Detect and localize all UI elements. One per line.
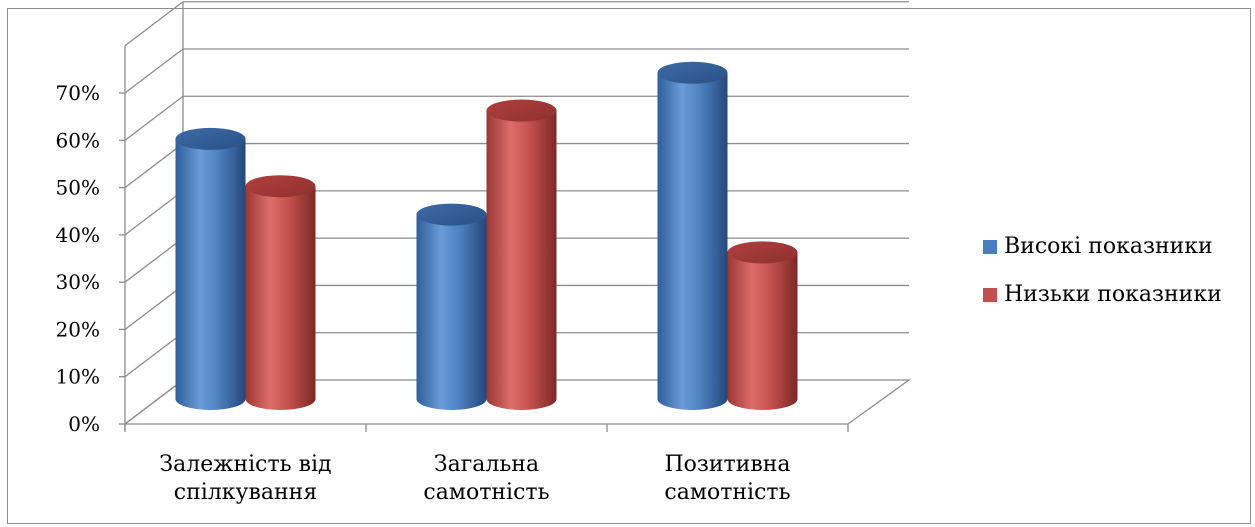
bar-body <box>416 214 487 410</box>
legend: Високі показники Низьки показники <box>983 234 1222 307</box>
labels: 0% 10% 20% 30% 40% 50% 60% 70% Залежність від спі… <box>56 81 791 505</box>
legend-swatch <box>983 288 997 302</box>
bar-body <box>175 138 246 410</box>
y-tick-label: 10% <box>56 365 100 389</box>
x-category-label-line: самотність <box>423 480 549 505</box>
bar-top <box>486 99 557 122</box>
y-tick-label: 70% <box>56 81 100 105</box>
bar-body <box>727 252 798 410</box>
gridline-side <box>124 1 184 47</box>
gridline-side <box>124 284 184 330</box>
x-category-label-line: Загальна <box>434 452 539 477</box>
y-tick-label: 50% <box>56 176 100 200</box>
y-tick-label: 30% <box>56 270 100 294</box>
x-category-label-line: Позитивна <box>664 452 790 477</box>
bar-low <box>245 175 316 410</box>
y-tick-label: 0% <box>68 412 100 436</box>
bar-body <box>245 186 316 410</box>
x-category-label-line: самотність <box>664 480 790 505</box>
bar-low <box>486 99 557 411</box>
x-category-label: Загальна самотність <box>423 452 549 505</box>
gridline-side <box>124 95 184 141</box>
y-tick-label: 60% <box>56 128 100 152</box>
bar-high <box>175 127 246 410</box>
gridline-side <box>124 190 184 236</box>
bar-high <box>416 203 487 410</box>
bar-top <box>245 175 316 198</box>
gridline-side <box>124 332 184 378</box>
bar-body <box>486 110 557 411</box>
bar-high <box>657 61 728 410</box>
gridline-side <box>124 143 184 189</box>
y-tick-label: 40% <box>56 223 100 247</box>
x-category-label-line: Залежність від <box>159 452 331 477</box>
bar-top <box>727 241 798 264</box>
x-category-label: Позитивна самотність <box>664 452 790 505</box>
gridline-side <box>124 237 184 283</box>
x-category-label-line: спілкування <box>174 480 317 505</box>
bar-top <box>175 127 246 150</box>
bar-low <box>727 241 798 410</box>
bars <box>175 61 798 411</box>
bar-top <box>416 203 487 226</box>
x-category-label: Залежність від спілкування <box>159 452 331 505</box>
bar-body <box>657 72 728 410</box>
legend-label: Високі показники <box>1004 234 1213 259</box>
gridline-side <box>124 48 184 94</box>
legend-label: Низьки показники <box>1004 282 1222 307</box>
bar-top <box>657 61 728 84</box>
legend-swatch <box>983 240 997 254</box>
y-tick-label: 20% <box>56 317 100 341</box>
